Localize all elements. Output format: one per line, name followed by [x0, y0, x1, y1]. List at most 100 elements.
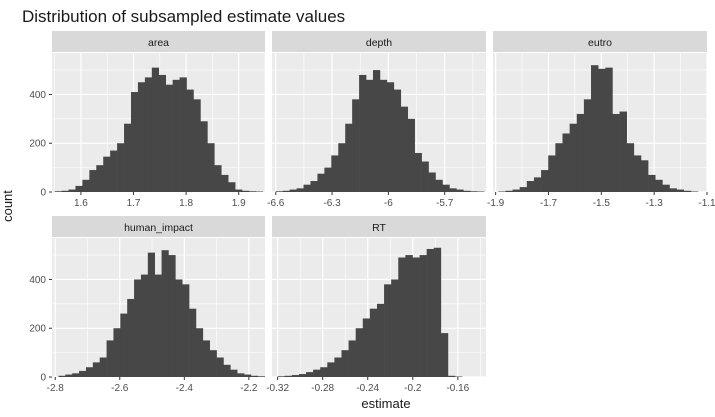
histogram-bar	[58, 375, 66, 377]
facet-strip	[52, 216, 265, 237]
histogram-bar	[655, 179, 663, 192]
histogram-bar	[65, 374, 73, 377]
histogram-bar	[85, 367, 94, 377]
histogram-bar	[216, 357, 224, 377]
histogram-bar	[113, 328, 121, 377]
histogram-bar	[348, 340, 356, 377]
x-tick-label: -0.28	[311, 383, 334, 394]
x-tick-label: 1.8	[179, 198, 193, 209]
histogram-bar	[447, 375, 456, 377]
histogram-bar	[200, 121, 208, 192]
histogram-bar	[161, 250, 169, 377]
histogram-bar	[291, 375, 300, 377]
histogram-bar	[355, 328, 364, 377]
histogram-bar	[352, 99, 360, 192]
x-tick-label: -1.3	[646, 198, 664, 209]
facet-strip	[272, 31, 486, 52]
histogram-bar	[75, 185, 83, 192]
histogram-bar	[140, 274, 149, 377]
histogram-bar	[391, 279, 399, 377]
x-tick-label: 1.7	[127, 198, 141, 209]
y-tick-label: 200	[29, 139, 46, 150]
histogram-bar	[168, 255, 176, 377]
histogram-bar	[576, 113, 585, 192]
histogram-bar	[207, 143, 215, 192]
x-tick-label: -1.1	[698, 198, 715, 209]
histogram-bar	[298, 374, 307, 377]
histogram-bar	[242, 190, 250, 192]
x-tick-label: -2.2	[240, 383, 258, 394]
x-tick-label: -2.8	[47, 383, 65, 394]
x-tick-label: -1.5	[593, 198, 611, 209]
histogram-bar	[68, 189, 76, 192]
histogram-bar	[134, 279, 142, 377]
histogram-bar	[130, 92, 139, 192]
histogram-bar	[640, 160, 649, 192]
histogram-bar	[214, 165, 222, 192]
histogram-bar	[533, 177, 542, 192]
facet-panel-human_impact: human_impact -2.8 -2.6 -2.4 -2.2 0 200 400	[29, 216, 265, 394]
histogram-bar	[230, 369, 238, 377]
histogram-bar	[147, 252, 155, 377]
histogram-bar	[400, 106, 409, 192]
histogram-bar	[172, 79, 180, 192]
histogram-bar	[154, 274, 162, 377]
histogram-bar	[144, 77, 153, 192]
x-axis-label: estimate	[361, 396, 410, 411]
histogram-bar	[442, 184, 450, 192]
histogram-bar	[282, 190, 290, 192]
x-tick-label: -1.9	[487, 198, 505, 209]
histogram-bar	[676, 189, 685, 192]
facet-strip-label: depth	[366, 37, 392, 49]
histogram-bar	[463, 190, 471, 192]
x-tick-label: -6.3	[323, 198, 341, 209]
histogram-bar	[223, 364, 231, 377]
histogram-bar	[275, 191, 283, 192]
y-axis-label: count	[0, 190, 15, 222]
histogram-bar	[428, 172, 436, 192]
x-tick-label: -5.7	[436, 198, 454, 209]
histogram-bar	[362, 318, 371, 377]
histogram-bar	[175, 279, 183, 377]
histogram-bar	[313, 369, 321, 377]
histogram-bar	[117, 143, 125, 192]
histogram-bar	[54, 191, 62, 192]
histogram-bar	[324, 167, 332, 192]
histogram-bar	[327, 362, 335, 377]
histogram-bar	[421, 161, 429, 192]
histogram-bar	[435, 179, 443, 192]
y-tick-label: 200	[29, 324, 46, 335]
histogram-bar	[228, 182, 236, 192]
histogram-bar	[189, 308, 197, 377]
y-tick-label: 0	[40, 188, 46, 199]
histogram-bar	[555, 143, 563, 192]
histogram-bar	[470, 191, 478, 192]
histogram-bar	[591, 65, 599, 192]
histogram-bar	[456, 189, 464, 192]
histogram-bar	[393, 89, 402, 192]
histogram-bar	[317, 173, 325, 192]
histogram-bar	[683, 190, 692, 192]
histogram-bar	[398, 257, 406, 377]
histogram-bar	[249, 191, 257, 192]
facet-strip	[493, 31, 707, 52]
x-tick-label: -0.32	[266, 383, 289, 394]
facet-strip-label: human_impact	[124, 222, 193, 234]
histogram-bar	[334, 357, 342, 377]
x-tick-label: -2.6	[111, 383, 129, 394]
histogram-bar	[414, 152, 422, 192]
histogram-bar	[562, 133, 570, 192]
histogram-bar	[306, 372, 314, 377]
histogram-bar	[303, 184, 311, 192]
histogram-bar	[235, 189, 243, 192]
histogram-bar	[369, 308, 378, 377]
histogram-bar	[193, 99, 201, 192]
histogram-bar	[386, 82, 395, 192]
y-tick-label: 400	[29, 90, 46, 101]
histogram-bar	[605, 67, 613, 192]
facet-strip	[272, 216, 486, 237]
histogram-bar	[619, 111, 627, 192]
histogram-bar	[179, 77, 187, 192]
histogram-bar	[103, 156, 111, 192]
histogram-bar	[345, 123, 353, 192]
